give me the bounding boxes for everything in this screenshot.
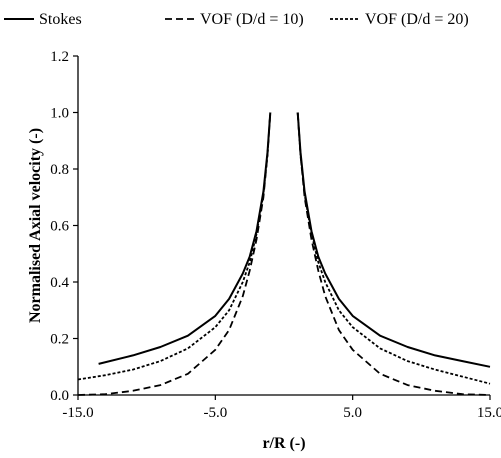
series-line-1-right — [296, 112, 491, 368]
series-line-3-right — [296, 112, 491, 385]
y-tick-label: 0.2 — [50, 332, 69, 348]
y-tick-label: 0.4 — [50, 275, 69, 291]
legend-label-2: VOF (D/d = 10) — [200, 11, 304, 28]
y-tick-label: 1.2 — [50, 49, 69, 65]
plot-area: 0.0 0.2 0.4 0.6 0.8 1.0 1.2 -15.0 -5.0 5.0 15.0 — [50, 49, 501, 421]
y-tick-label: 0.0 — [50, 388, 69, 404]
x-tick-label: -15.0 — [62, 405, 93, 421]
legend-label-3: VOF (D/d = 20) — [365, 11, 469, 28]
series-line-1-left — [98, 112, 272, 365]
legend: Stokes VOF (D/d = 10) VOF (D/d = 20) — [4, 11, 469, 28]
x-tick-label: -5.0 — [203, 405, 227, 421]
x-tick-label: 15.0 — [477, 405, 501, 421]
y-tick-label: 0.8 — [50, 162, 69, 178]
y-axis-ticks: 0.0 0.2 0.4 0.6 0.8 1.0 1.2 — [50, 49, 78, 404]
series-line-3-left — [77, 112, 272, 381]
series-line-2-right — [296, 112, 491, 396]
legend-label-1: Stokes — [39, 11, 82, 28]
x-tick-label: 5.0 — [343, 405, 362, 421]
x-axis-ticks: -15.0 -5.0 5.0 15.0 — [62, 395, 501, 421]
x-axis-title: r/R (-) — [262, 435, 305, 452]
y-tick-label: 0.6 — [50, 219, 69, 235]
y-axis-title: Normalised Axial velocity (-) — [27, 128, 44, 323]
series-line-2-left — [77, 112, 272, 396]
series-group — [77, 112, 491, 396]
y-tick-label: 1.0 — [50, 106, 69, 122]
